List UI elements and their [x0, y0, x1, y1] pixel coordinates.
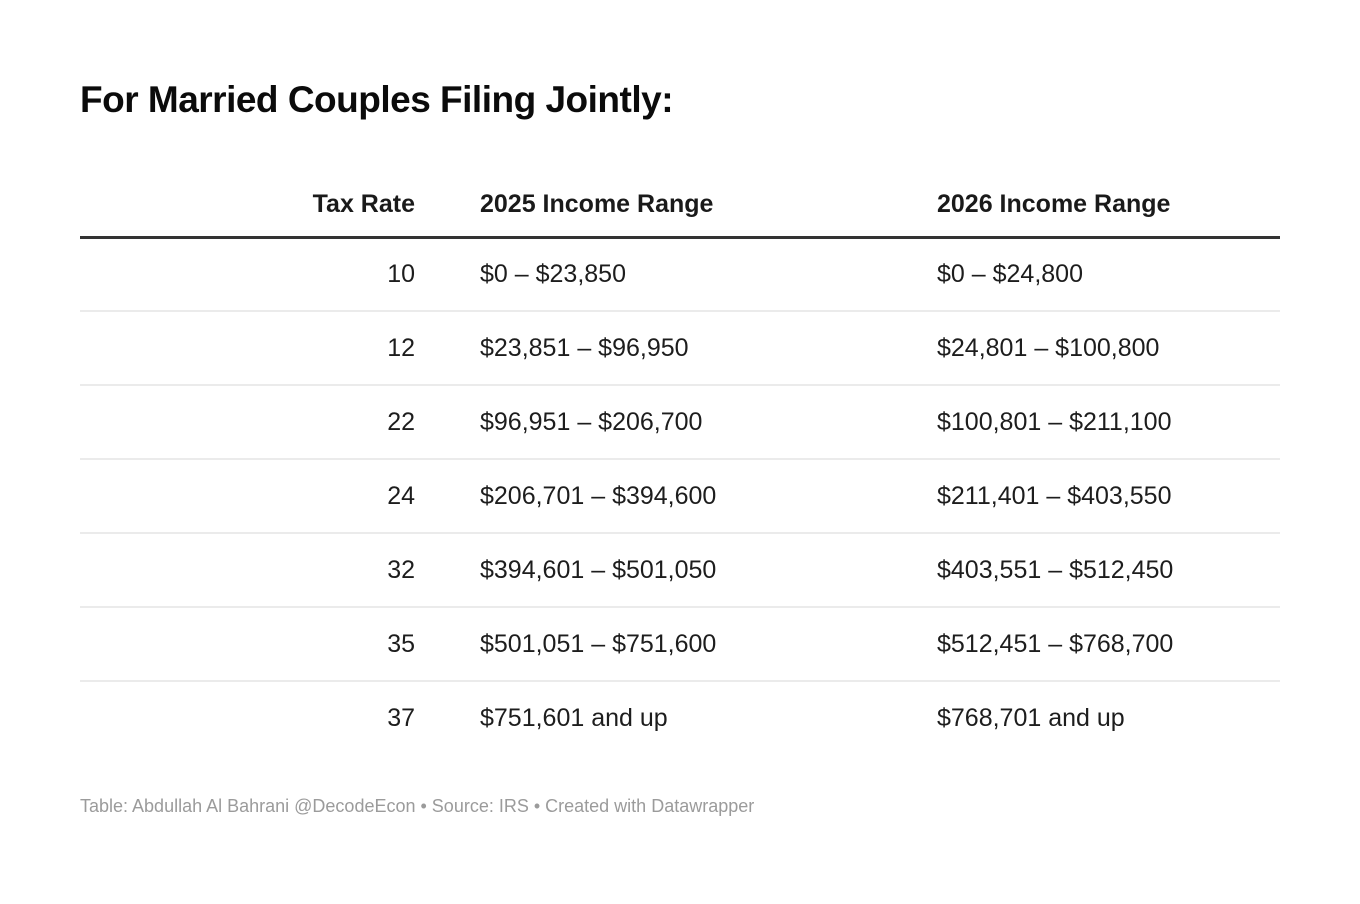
tax-rate-cell: 22 [80, 384, 440, 459]
income-2026-cell: $100,801 – $211,100 [900, 384, 1280, 459]
income-2026-cell: $0 – $24,800 [937, 259, 1083, 288]
column-header-2026-income-range: 2026 Income Range [900, 174, 1280, 239]
income-2025-cell: $501,051 – $751,600 [440, 606, 900, 681]
column-header-tax-rate: Tax Rate [80, 174, 440, 239]
tax-rate-cell: 32 [80, 532, 440, 607]
income-2026-cell: $211,401 – $403,550 [900, 458, 1280, 533]
income-2026-cell: $768,701 and up [900, 680, 1280, 755]
tax-rate-cell: 12 [80, 310, 440, 385]
income-2026-cell: $512,451 – $768,700 [900, 606, 1280, 681]
tax-rate-cell: 37 [80, 680, 440, 755]
table-row: 32 $394,601 – $501,050 $403,551 – $512,4… [80, 532, 1280, 607]
table-row: 37 $751,601 and up $768,701 and up [80, 680, 1280, 755]
income-2025-cell: $206,701 – $394,600 [440, 458, 900, 533]
table-header-row: Tax Rate 2025 Income Range 2026 Income R… [80, 174, 1280, 239]
income-2025-cell: $751,601 and up [440, 680, 900, 755]
table-row: 35 $501,051 – $751,600 $512,451 – $768,7… [80, 606, 1280, 681]
column-header-2025-income-range: 2025 Income Range [440, 174, 900, 239]
table-row: 24 $206,701 – $394,600 $211,401 – $403,5… [80, 458, 1280, 533]
income-2026-cell: $403,551 – $512,450 [900, 532, 1280, 607]
income-2025-cell: $96,951 – $206,700 [440, 384, 900, 459]
tax-brackets-table: Tax Rate 2025 Income Range 2026 Income R… [80, 174, 1280, 755]
table-row: 12 $23,851 – $96,950 $24,801 – $100,800 [80, 310, 1280, 385]
table-row: 22 $96,951 – $206,700 $100,801 – $211,10… [80, 384, 1280, 459]
income-2025-cell: $23,851 – $96,950 [440, 310, 900, 385]
page-title: For Married Couples Filing Jointly: [80, 79, 674, 120]
table-row: 10 $0 – $23,850 $0 – $24,800 [80, 237, 1280, 311]
income-2025-cell: $0 – $23,850 [480, 259, 626, 288]
tax-rate-cell: 24 [80, 458, 440, 533]
table-footer-credit: Table: Abdullah Al Bahrani @DecodeEcon •… [80, 796, 755, 816]
income-2026-cell: $24,801 – $100,800 [900, 310, 1280, 385]
income-2025-cell: $394,601 – $501,050 [440, 532, 900, 607]
tax-rate-cell: 35 [80, 606, 440, 681]
tax-rate-cell: 10 [387, 259, 415, 288]
